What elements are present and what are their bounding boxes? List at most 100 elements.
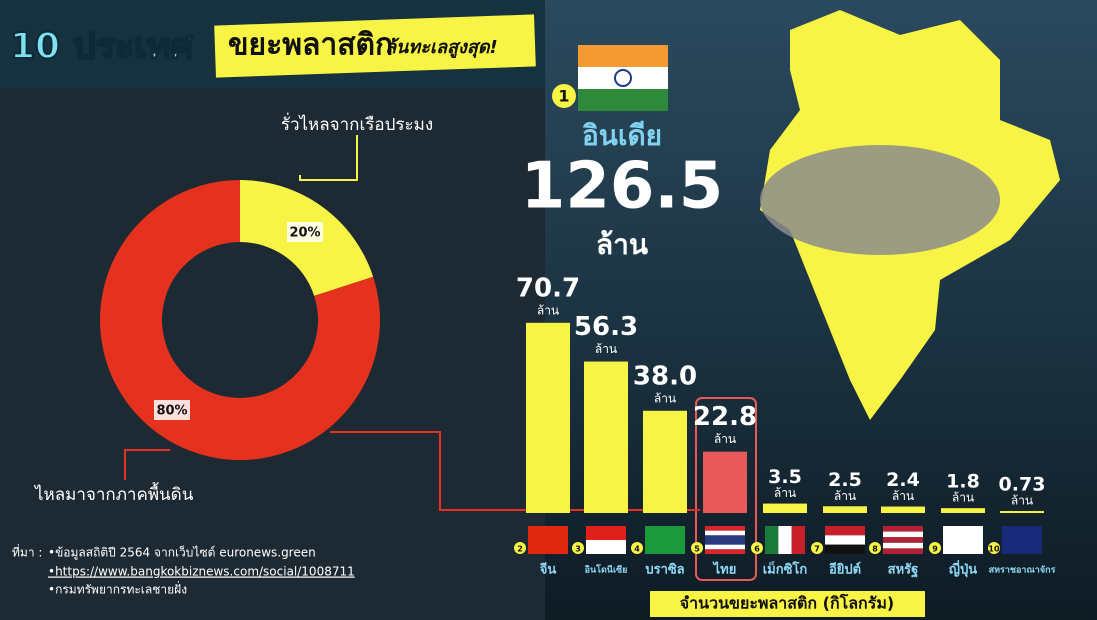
bar xyxy=(703,451,747,513)
data-label: 80% xyxy=(156,404,187,419)
segment-label: รั่วไหลจากเรือประมง xyxy=(281,112,433,135)
flag xyxy=(586,540,626,554)
flag xyxy=(765,526,779,554)
donut-segment xyxy=(100,180,381,460)
unit-label: ล้าน xyxy=(834,489,856,503)
flag xyxy=(883,537,923,543)
flag xyxy=(705,526,745,531)
rank: 10 xyxy=(988,545,1000,554)
subtitle: ขยะพลาสติก xyxy=(228,28,393,63)
rank-badge xyxy=(631,542,643,554)
label-box xyxy=(287,222,323,242)
leader-line xyxy=(299,135,358,181)
data-label: 2.4 xyxy=(886,469,920,491)
unit-label: ล้าน xyxy=(714,432,736,446)
data-label: 2.5 xyxy=(828,469,862,491)
leader-line xyxy=(124,449,170,480)
bar xyxy=(1000,511,1044,513)
segment-label: ไหลมาจากภาคพื้นดิน xyxy=(33,482,194,505)
flag xyxy=(943,526,983,554)
data-label: 56.3 xyxy=(574,312,638,342)
rank: 3 xyxy=(575,545,581,554)
rank-badge xyxy=(514,542,526,554)
data-label: 3.5 xyxy=(768,466,802,488)
axis-title-box xyxy=(650,591,925,617)
data-label: 20% xyxy=(289,226,320,241)
data-label: 1.8 xyxy=(946,471,980,493)
rank: 9 xyxy=(932,545,938,554)
flag xyxy=(883,526,923,532)
axis-title: จำนวนขยะพลาสติก (กิโลกรัม) xyxy=(680,593,894,613)
rank-badge xyxy=(691,542,703,554)
flag xyxy=(883,548,923,554)
unit-label: ล้าน xyxy=(595,342,617,356)
rank-badge xyxy=(988,542,1000,554)
data-label: 22.8 xyxy=(693,402,757,432)
data-label: 38.0 xyxy=(633,361,697,391)
top-name: อินเดีย xyxy=(582,119,662,152)
unit-label: ล้าน xyxy=(1011,494,1033,508)
top-unit: ล้าน xyxy=(596,228,648,261)
rank-badge xyxy=(552,84,576,108)
flag xyxy=(705,544,745,550)
x-tick-label: สหราชอาณาจักร xyxy=(989,565,1056,576)
bar xyxy=(584,361,628,513)
x-tick-label: เม็กซิโก xyxy=(763,560,808,578)
rank-badge xyxy=(811,542,823,554)
bar xyxy=(881,506,925,513)
trash-image xyxy=(760,145,1000,255)
subtitle-box xyxy=(214,14,536,78)
flag xyxy=(705,540,745,545)
rank-badge xyxy=(869,542,881,554)
flag xyxy=(586,526,626,540)
rank: 8 xyxy=(872,545,878,554)
rank-badge xyxy=(929,542,941,554)
x-tick-label: อียิปต์ xyxy=(829,562,861,578)
rank: 4 xyxy=(634,545,640,554)
flag xyxy=(705,530,745,536)
flag xyxy=(1002,526,1042,554)
rank: 6 xyxy=(754,545,760,554)
title: 10 ประเทศ xyxy=(10,26,194,67)
subtitle-tail: ล้นทะเลสูงสุด! xyxy=(385,37,498,59)
x-tick-label: จีน xyxy=(539,562,556,578)
source-item: •https://www.bangkokbiznews.com/social/1… xyxy=(48,565,355,579)
data-label: 0.73 xyxy=(999,474,1046,496)
bar xyxy=(941,508,985,513)
source-item: •กรมทรัพยากรทะเลชายฝั่ง xyxy=(48,581,187,597)
rank-badge xyxy=(751,542,763,554)
unit-label: ล้าน xyxy=(654,391,676,405)
bar xyxy=(526,322,570,513)
flag xyxy=(645,526,685,554)
flag xyxy=(528,526,568,554)
flag xyxy=(825,526,865,536)
label-box xyxy=(154,400,190,420)
x-tick-label: บราซิล xyxy=(645,563,684,578)
bar xyxy=(763,503,807,513)
top-rank: 1 xyxy=(558,87,569,106)
left-panel xyxy=(0,88,545,620)
x-tick-label: ไทย xyxy=(712,561,737,578)
bar xyxy=(643,410,687,513)
x-tick-label: ญี่ปุ่น xyxy=(949,560,977,578)
thailand-highlight xyxy=(695,397,757,581)
top-value: 126.5 xyxy=(521,150,723,224)
flag xyxy=(825,535,865,545)
unit-label: ล้าน xyxy=(774,486,796,500)
unit-label: ล้าน xyxy=(952,491,974,505)
flag xyxy=(791,526,805,554)
flag xyxy=(705,535,745,540)
unit-label: ล้าน xyxy=(537,303,559,317)
rank: 7 xyxy=(814,545,820,554)
rank: 5 xyxy=(694,545,700,554)
flag xyxy=(705,549,745,554)
india-flag xyxy=(578,45,668,111)
bar xyxy=(823,506,867,513)
flag xyxy=(883,531,923,538)
source-item: •ข้อมูลสถิติปี 2564 จากเว็บไซต์ euronews… xyxy=(48,545,316,561)
flag xyxy=(883,542,923,549)
rank-badge xyxy=(572,542,584,554)
x-tick-label: อินโดนีเซีย xyxy=(584,564,627,576)
unit-label: ล้าน xyxy=(892,489,914,503)
